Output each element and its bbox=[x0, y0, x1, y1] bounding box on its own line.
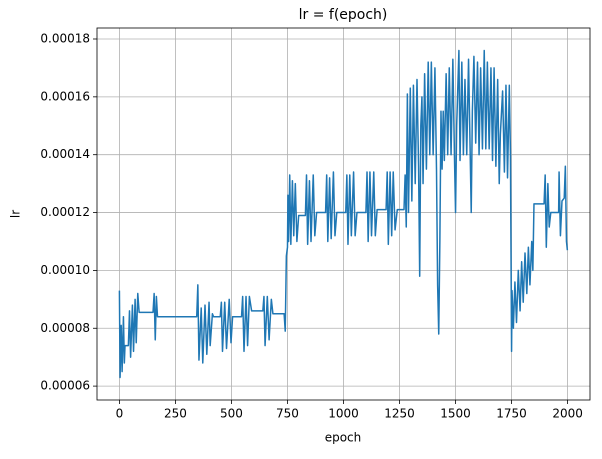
chart-title: lr = f(epoch) bbox=[299, 7, 388, 23]
y-tick-label: 0.00010 bbox=[40, 263, 90, 277]
x-tick-label: 750 bbox=[276, 407, 299, 421]
y-tick-label: 0.00014 bbox=[40, 147, 90, 161]
x-tick-label: 1250 bbox=[384, 407, 415, 421]
y-tick-label: 0.00006 bbox=[40, 379, 90, 393]
y-tick-label: 0.00018 bbox=[40, 31, 90, 45]
x-tick-label: 1000 bbox=[328, 407, 359, 421]
y-tick-label: 0.00012 bbox=[40, 205, 90, 219]
x-tick-label: 500 bbox=[220, 407, 243, 421]
plot-frame bbox=[96, 27, 591, 401]
y-tick-label: 0.00016 bbox=[40, 89, 90, 103]
x-tick-label: 1750 bbox=[496, 407, 527, 421]
x-tick-label: 1500 bbox=[440, 407, 471, 421]
x-tick-label: 250 bbox=[164, 407, 187, 421]
y-axis-label: lr bbox=[9, 210, 23, 218]
x-axis-label: epoch bbox=[325, 431, 362, 445]
y-tick-label: 0.00008 bbox=[40, 321, 90, 335]
line bbox=[118, 49, 569, 379]
x-tick-label: 0 bbox=[116, 407, 124, 421]
x-tick-label: 2000 bbox=[552, 407, 583, 421]
